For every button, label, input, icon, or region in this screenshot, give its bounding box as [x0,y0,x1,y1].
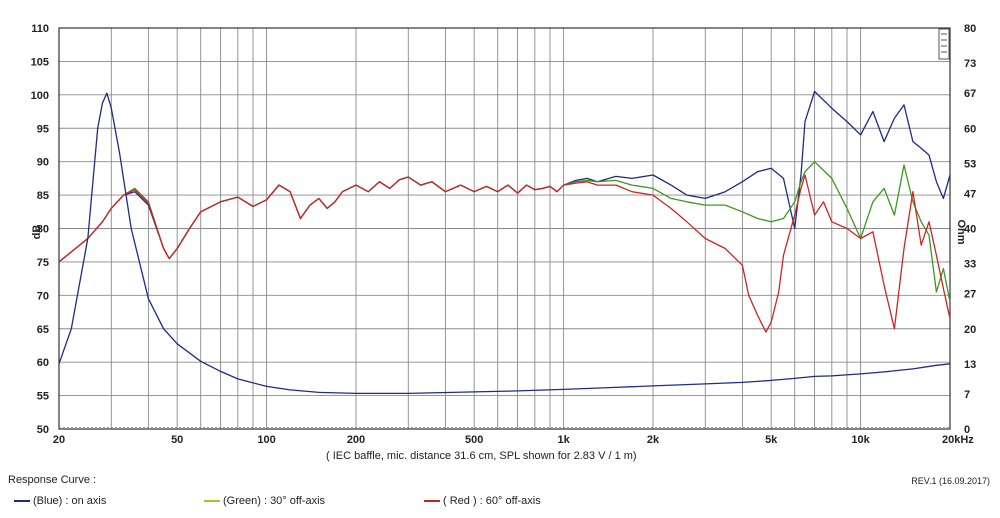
x-tick-label: 50 [171,434,183,446]
legend-label-red: ( Red ) : 60° off-axis [443,495,541,507]
y-tick-label: 110 [31,23,49,35]
legend-swatch-green [204,500,220,502]
y2-tick-label: 47 [964,188,976,200]
series-layer [58,90,951,395]
y2-tick-label: 53 [964,158,976,170]
y-tick-label: 105 [31,56,49,68]
x-tick-label: 20kHz [942,434,974,446]
legend-title: Response Curve : [8,474,97,486]
legend-item-blue: (Blue) : on axis [14,495,106,507]
y-tick-label: 95 [37,123,49,135]
y-tick-label: 90 [37,157,49,169]
y2-tick-label: 33 [964,259,976,271]
y2-tick-label: 0 [964,424,970,436]
grid-layer [58,27,951,430]
y2-tick-label: 73 [964,58,976,70]
y2-tick-label: 40 [964,224,976,236]
y-tick-label: 70 [37,290,49,302]
legend-item-red: ( Red ) : 60° off-axis [424,495,541,507]
y-axis-label: dB [31,225,43,240]
y2-axis-label: Ohm [955,219,967,244]
tick-layer: 20 50 100 200 500 1k 2k 5k 10k 20kHz1101051009590… [31,23,977,446]
y2-tick-label: 80 [964,23,976,35]
y-tick-label: 100 [31,90,49,102]
plot-frame [58,27,951,430]
x-tick-label: 500 [465,434,483,446]
series-line-60-off-axis [58,174,951,333]
x-tick-label: 10k [851,434,870,446]
x-tick-label: 100 [257,434,275,446]
y2-tick-label: 67 [964,88,976,100]
series-line-impedance [58,92,951,395]
x-tick-label: 2k [647,434,660,446]
y2-tick-label: 7 [964,389,970,401]
revision-label: REV.1 (16.09.2017) [911,476,990,486]
x-tick-label: 5k [765,434,778,446]
measurement-note: ( IEC baffle, mic. distance 31.6 cm, SPL… [326,450,637,462]
y2-tick-label: 27 [964,289,976,301]
frequency-response-chart: 20 50 100 200 500 1k 2k 5k 10k 20kHz1101051009590… [31,23,977,446]
legend-swatch-blue [14,500,30,502]
y-tick-label: 55 [37,391,49,403]
x-tick-label: 1k [557,434,570,446]
y-tick-label: 75 [37,257,49,269]
legend-swatch-red [424,500,440,502]
y-tick-label: 65 [37,324,49,336]
x-tick-label: 20 [53,434,65,446]
y-tick-label: 50 [37,424,49,436]
brand-logo [937,28,951,60]
legend-item-green: (Green) : 30° off-axis [204,495,325,507]
legend-label-blue: (Blue) : on axis [33,495,107,507]
y2-tick-label: 20 [964,324,976,336]
y-tick-label: 60 [37,357,49,369]
legend-label-green: (Green) : 30° off-axis [223,495,326,507]
y-tick-label: 85 [37,190,49,202]
x-tick-label: 200 [347,434,365,446]
y2-tick-label: 13 [964,359,976,371]
y-tick-label: 80 [37,224,49,236]
y2-tick-label: 60 [964,123,976,135]
